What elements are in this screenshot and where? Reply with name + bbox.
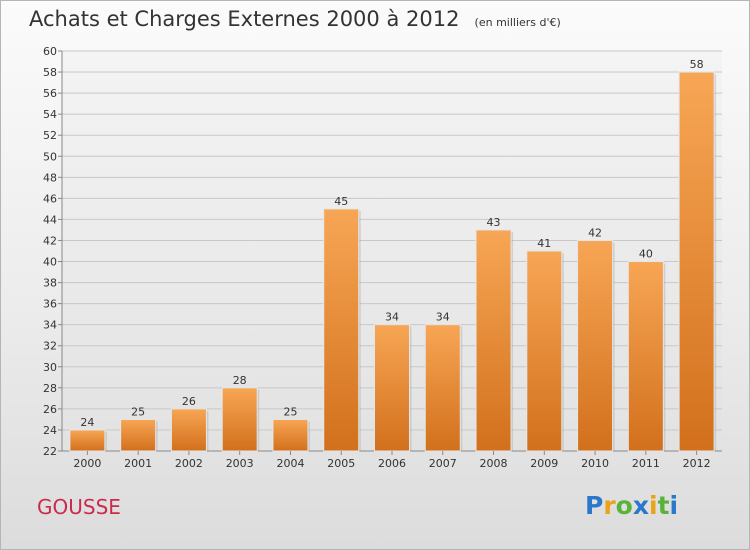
bar xyxy=(69,429,106,452)
bar xyxy=(678,71,715,452)
commune-name: GOUSSE xyxy=(37,495,121,519)
data-label: 58 xyxy=(690,58,704,71)
bar xyxy=(221,387,258,452)
y-tick-label: 38 xyxy=(43,277,57,290)
x-tick-label: 2005 xyxy=(327,457,355,470)
x-tick-label: 2007 xyxy=(429,457,457,470)
data-label: 24 xyxy=(80,416,94,429)
y-tick-label: 54 xyxy=(43,108,57,121)
logo-letter: i xyxy=(669,491,679,520)
x-tick-label: 2000 xyxy=(73,457,101,470)
y-tick-label: 36 xyxy=(43,298,57,311)
y-tick-label: 24 xyxy=(43,424,57,437)
logo-letter: x xyxy=(632,491,649,520)
bar xyxy=(627,261,664,452)
x-tick-label: 2012 xyxy=(683,457,711,470)
logo-letter: i xyxy=(649,491,658,520)
proxiti-logo: Proxiti xyxy=(585,491,678,520)
chart-title: Achats et Charges Externes 2000 à 2012 xyxy=(29,7,460,31)
data-label: 40 xyxy=(639,248,653,261)
y-tick-label: 58 xyxy=(43,66,57,79)
bar xyxy=(374,324,410,452)
y-tick-label: 50 xyxy=(43,150,57,163)
data-label: 34 xyxy=(385,311,399,324)
y-tick-label: 52 xyxy=(43,129,57,142)
logo-letter: P xyxy=(585,491,604,520)
bar xyxy=(424,324,461,452)
bar xyxy=(323,208,360,452)
y-tick-label: 56 xyxy=(43,87,57,100)
y-tick-label: 32 xyxy=(43,340,57,353)
x-tick-label: 2008 xyxy=(480,457,508,470)
data-label: 28 xyxy=(233,374,247,387)
bar xyxy=(577,239,614,452)
logo-letter: o xyxy=(615,491,633,520)
data-label: 26 xyxy=(182,395,196,408)
x-tick-label: 2001 xyxy=(124,457,152,470)
data-label: 25 xyxy=(283,405,297,418)
x-tick-label: 2010 xyxy=(581,457,609,470)
y-tick-label: 30 xyxy=(43,361,57,374)
bar xyxy=(120,418,157,452)
x-tick-label: 2009 xyxy=(530,457,558,470)
y-tick-label: 28 xyxy=(43,382,57,395)
y-tick-label: 48 xyxy=(43,171,57,184)
y-tick-label: 46 xyxy=(43,192,57,205)
chart-subtitle: (en milliers d'€) xyxy=(474,16,561,29)
bar xyxy=(272,418,309,452)
data-label: 25 xyxy=(131,405,145,418)
x-tick-label: 2002 xyxy=(175,457,203,470)
y-tick-label: 40 xyxy=(43,256,57,269)
data-label: 43 xyxy=(487,216,501,229)
y-tick-label: 26 xyxy=(43,403,57,416)
x-tick-label: 2011 xyxy=(632,457,660,470)
data-label: 34 xyxy=(436,311,450,324)
logo-letter: r xyxy=(603,491,616,520)
y-tick-label: 34 xyxy=(43,319,57,332)
bar xyxy=(170,408,207,452)
y-tick-label: 44 xyxy=(43,213,57,226)
logo-letter: t xyxy=(657,491,670,520)
y-tick-label: 42 xyxy=(43,234,57,247)
data-label: 41 xyxy=(537,237,551,250)
data-label: 42 xyxy=(588,226,602,239)
title-row: Achats et Charges Externes 2000 à 2012 (… xyxy=(29,7,561,31)
x-tick-label: 2004 xyxy=(276,457,304,470)
bar xyxy=(526,250,563,452)
bar xyxy=(475,229,512,452)
data-label: 45 xyxy=(334,195,348,208)
y-tick-label: 60 xyxy=(43,45,57,58)
y-tick-label: 22 xyxy=(43,445,57,458)
x-tick-label: 2003 xyxy=(226,457,254,470)
x-tick-label: 2006 xyxy=(378,457,406,470)
